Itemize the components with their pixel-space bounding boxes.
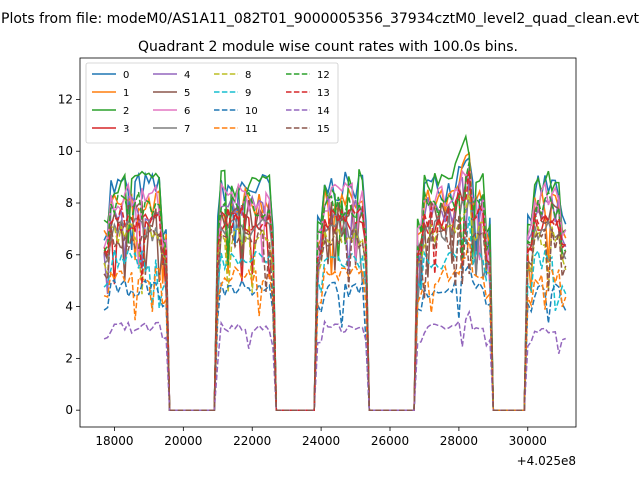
legend-label: 8: [245, 70, 251, 81]
x-tick-label: 26000: [371, 434, 409, 448]
legend-label: 11: [245, 124, 258, 135]
y-axis: 0 2 4 6 8 10 12: [58, 92, 80, 417]
y-tick-label: 8: [65, 196, 73, 210]
series-lines: [103, 133, 567, 411]
legend-item-7: 7: [153, 124, 190, 135]
legend-label: 14: [317, 106, 330, 117]
x-tick-label: 20000: [164, 434, 202, 448]
legend-item-14: 14: [286, 106, 330, 117]
y-tick-label: 0: [65, 403, 73, 417]
x-tick-label: 30000: [509, 434, 547, 448]
legend-label: 2: [123, 106, 129, 117]
legend-item-0: 0: [92, 70, 129, 81]
series-line-10: [103, 262, 567, 411]
legend-item-12: 12: [286, 70, 330, 81]
legend-item-11: 11: [214, 124, 258, 135]
legend-item-8: 8: [214, 70, 251, 81]
legend-item-9: 9: [214, 88, 251, 99]
y-tick-label: 4: [65, 300, 73, 314]
legend-label: 6: [184, 106, 190, 117]
legend-item-5: 5: [153, 88, 190, 99]
legend-label: 4: [184, 70, 190, 81]
legend-label: 15: [317, 124, 330, 135]
chart-title: Quadrant 2 module wise count rates with …: [138, 39, 518, 55]
legend-item-3: 3: [92, 124, 129, 135]
y-tick-label: 10: [58, 144, 73, 158]
series-line-14: [103, 309, 566, 411]
series-line-9: [103, 216, 567, 411]
x-offset-label: +4.025e8: [517, 454, 576, 468]
y-tick-label: 2: [65, 351, 73, 365]
legend-item-6: 6: [153, 106, 190, 117]
legend-label: 0: [123, 70, 129, 81]
legend-label: 7: [184, 124, 190, 135]
legend-label: 9: [245, 88, 251, 99]
series-line-15: [103, 214, 567, 411]
figure-suptitle: Plots from file: modeM0/AS1A11_082T01_90…: [1, 11, 639, 27]
x-tick-label: 28000: [440, 434, 478, 448]
x-tick-label: 22000: [233, 434, 271, 448]
legend-label: 10: [245, 106, 258, 117]
legend-item-10: 10: [214, 106, 258, 117]
legend-item-4: 4: [153, 70, 190, 81]
legend-label: 5: [184, 88, 190, 99]
x-tick-label: 24000: [302, 434, 340, 448]
legend-item-2: 2: [92, 106, 129, 117]
y-tick-label: 6: [65, 248, 73, 262]
legend-label: 3: [123, 124, 129, 135]
legend-item-13: 13: [286, 88, 330, 99]
legend-label: 12: [317, 70, 330, 81]
legend-item-15: 15: [286, 124, 330, 135]
legend-label: 1: [123, 88, 129, 99]
x-tick-label: 18000: [95, 434, 133, 448]
x-axis: 18000 20000 22000 24000 26000 28000 30000: [95, 427, 547, 448]
y-tick-label: 12: [58, 92, 73, 106]
legend-frame: [85, 62, 339, 144]
series-line-12: [103, 161, 567, 411]
legend-label: 13: [317, 88, 330, 99]
legend-item-1: 1: [92, 88, 129, 99]
axes-frame: [79, 57, 577, 428]
series-line-13: [103, 170, 566, 411]
